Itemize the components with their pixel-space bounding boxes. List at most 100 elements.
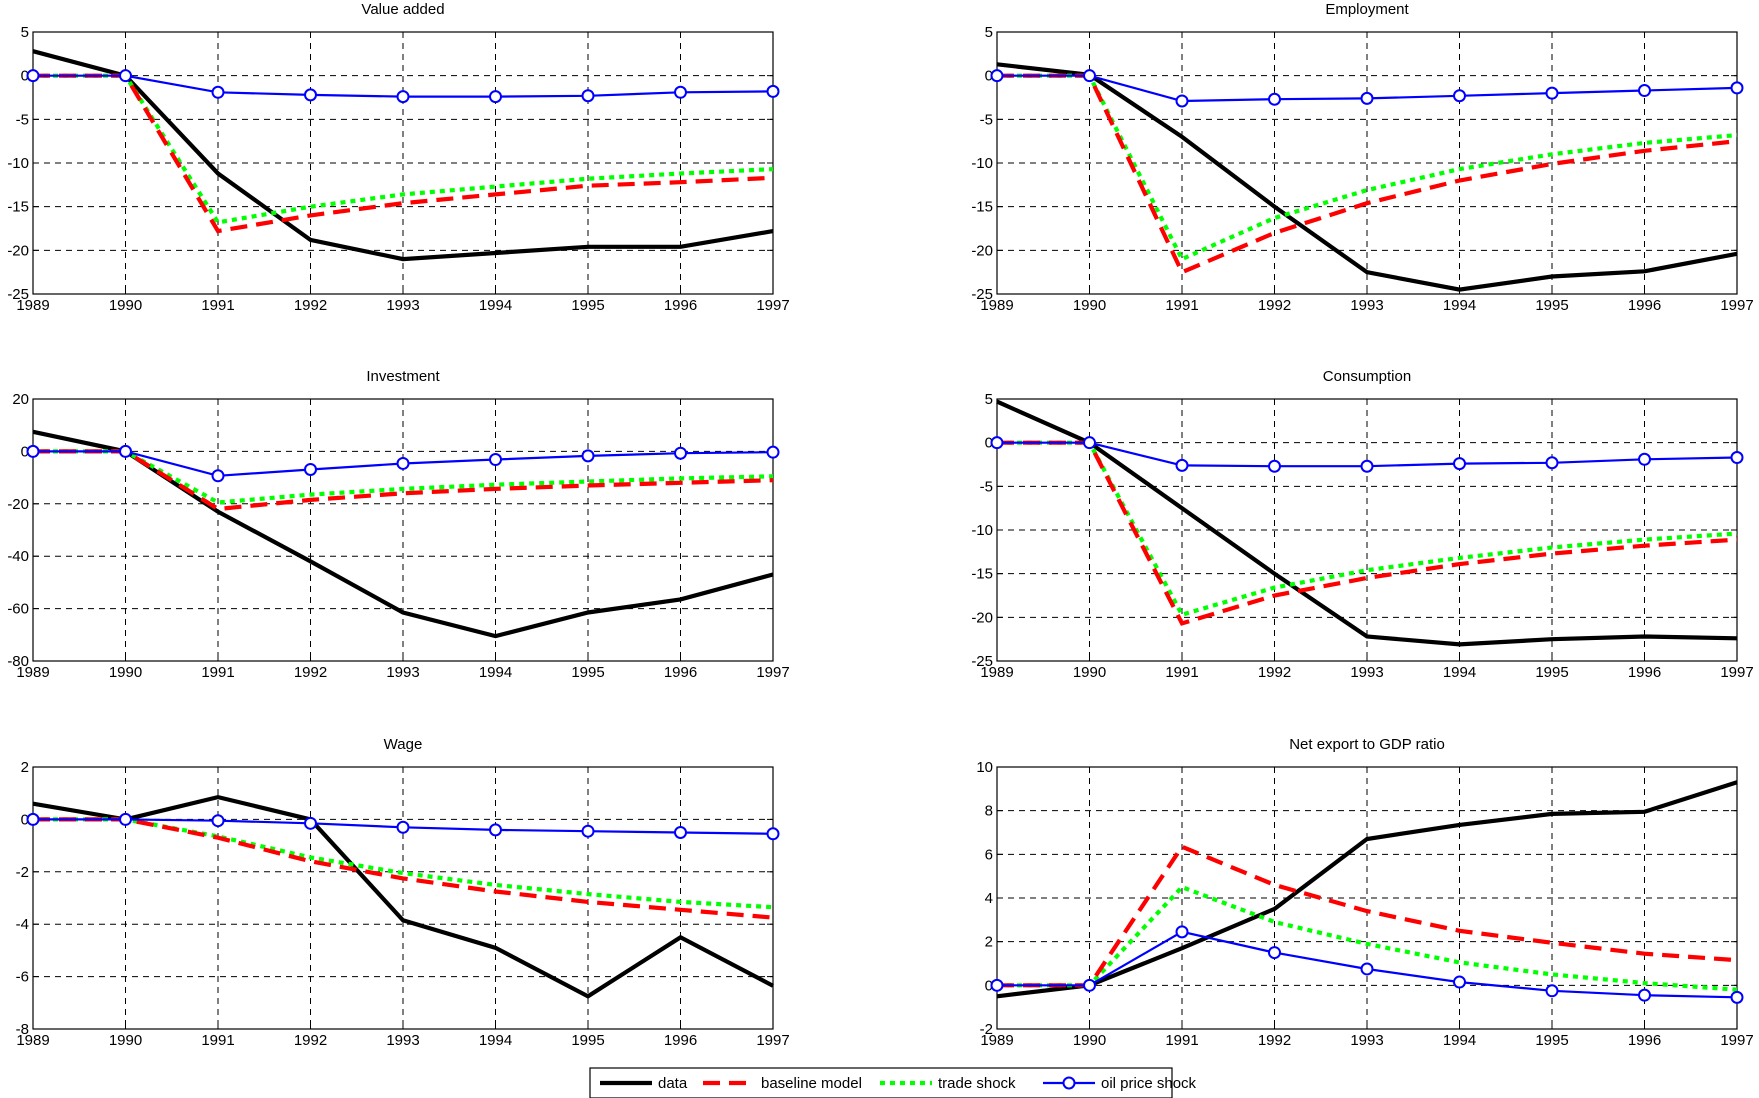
y-tick-label: 0: [21, 68, 29, 85]
series-line-trade-shock: [33, 449, 774, 505]
series-point-oil-price-shock: [211, 85, 225, 99]
series-point-oil-price-shock: [119, 444, 132, 458]
series-line-data: [32, 429, 774, 639]
x-tick-label: 1996: [1628, 664, 1661, 681]
series-point-oil-price-shock: [26, 69, 40, 83]
series-point-oil-price-shock: [1453, 89, 1466, 103]
series-line-baseline-model: [33, 449, 774, 512]
y-tick-label: 0: [985, 977, 993, 994]
series-point-oil-price-shock: [581, 449, 595, 463]
x-tick-label: 1990: [1073, 664, 1106, 681]
panel-6: 1989 1990 1991 1992 1993 1994 1995 1996 1997 10 8 6…: [976, 736, 1753, 1049]
series-point-oil-price-shock: [1453, 975, 1466, 989]
panel-1: 1989 1990 1991 1992 1993 1994 1995 1996 1997 5 0 -5…: [7, 1, 789, 314]
x-tick-label: 1992: [1258, 297, 1291, 314]
series-point-oil-price-shock: [1083, 978, 1096, 992]
y-tick-label: -25: [971, 653, 993, 670]
panel-3: 1989 1990 1991 1992 1993 1994 1995 1996 1997 20 0 -…: [7, 368, 789, 681]
panel-2: 1989 1990 1991 1992 1993 1994 1995 1996 1997 5 0 -5…: [971, 1, 1753, 314]
x-tick-label: 1994: [1443, 297, 1476, 314]
series-point-oil-price-shock: [1360, 962, 1374, 976]
x-tick-label: 1997: [1720, 1032, 1753, 1049]
x-tick-label: 1991: [201, 664, 234, 681]
y-tick-label: -10: [971, 522, 993, 539]
series-point-oil-price-shock: [581, 89, 595, 103]
series-line-data: [996, 62, 1738, 292]
x-tick-label: 1993: [1350, 297, 1383, 314]
series-point-oil-price-shock: [211, 814, 225, 828]
panel-5: 1989 1990 1991 1992 1993 1994 1995 1996 1997 2 0 -2…: [16, 736, 790, 1049]
y-tick-label: -20: [7, 496, 29, 513]
series-line-data: [996, 780, 1738, 999]
panel-title: Consumption: [1323, 368, 1411, 385]
legend-label: trade shock: [938, 1075, 1016, 1092]
x-tick-label: 1993: [386, 1032, 419, 1049]
series-point-oil-price-shock: [1360, 91, 1374, 105]
series-line-baseline-model: [997, 73, 1738, 275]
y-tick-label: -40: [7, 548, 29, 565]
y-tick-label: 0: [985, 435, 993, 452]
x-tick-label: 1995: [1535, 297, 1568, 314]
series-point-oil-price-shock: [1545, 86, 1559, 100]
x-tick-label: 1995: [571, 1032, 604, 1049]
panel-title: Wage: [384, 736, 423, 753]
x-tick-label: 1989: [980, 664, 1013, 681]
series-point-oil-price-shock: [1083, 69, 1096, 83]
y-tick-label: -60: [7, 601, 29, 618]
x-tick-label: 1992: [294, 1032, 327, 1049]
y-tick-label: 6: [985, 846, 993, 863]
series-point-oil-price-shock: [1360, 459, 1374, 473]
y-tick-label: -10: [971, 155, 993, 172]
series-point-oil-price-shock: [304, 816, 317, 830]
series-point-oil-price-shock: [1268, 459, 1281, 473]
x-tick-label: 1992: [1258, 664, 1291, 681]
y-tick-label: -6: [16, 969, 29, 986]
y-tick-label: -10: [7, 155, 29, 172]
y-tick-label: -5: [16, 111, 29, 128]
x-tick-label: 1994: [479, 1032, 512, 1049]
y-tick-label: 0: [21, 443, 29, 460]
series-point-oil-price-shock: [1545, 456, 1559, 470]
x-tick-label: 1990: [109, 664, 142, 681]
series-line-baseline-model: [33, 817, 774, 920]
series-point-oil-price-shock: [581, 824, 595, 838]
y-tick-label: -25: [7, 286, 29, 303]
panel-4: 1989 1990 1991 1992 1993 1994 1995 1996 1997 5 0 -5…: [971, 368, 1753, 681]
y-tick-label: 5: [985, 24, 993, 41]
x-tick-label: 1992: [294, 297, 327, 314]
series-point-oil-price-shock: [1175, 94, 1189, 108]
series-point-oil-price-shock: [1545, 984, 1559, 998]
x-tick-label: 1996: [664, 664, 697, 681]
series-point-oil-price-shock: [1638, 452, 1651, 466]
series-point-oil-price-shock: [1268, 946, 1281, 960]
x-tick-label: 1990: [109, 1032, 142, 1049]
y-tick-label: -15: [971, 566, 993, 583]
series-point-oil-price-shock: [396, 90, 410, 104]
y-tick-label: -20: [7, 242, 29, 259]
x-tick-label: 1991: [201, 297, 234, 314]
legend-label: oil price shock: [1101, 1075, 1197, 1092]
legend-label: data: [658, 1075, 688, 1092]
series-point-oil-price-shock: [1453, 457, 1466, 471]
series-point-oil-price-shock: [1638, 988, 1651, 1002]
x-tick-label: 1990: [1073, 1032, 1106, 1049]
x-tick-label: 1994: [1443, 1032, 1476, 1049]
y-tick-label: -4: [16, 916, 29, 933]
y-tick-label: 5: [21, 24, 29, 41]
series-point-oil-price-shock: [304, 462, 317, 476]
series-point-oil-price-shock: [766, 827, 780, 841]
series-point-oil-price-shock: [1730, 451, 1744, 465]
x-tick-label: 1997: [1720, 664, 1753, 681]
x-tick-label: 1991: [1165, 297, 1198, 314]
panel-title: Employment: [1325, 1, 1409, 18]
x-tick-label: 1993: [386, 297, 419, 314]
series-point-oil-price-shock: [674, 85, 687, 99]
series-line-baseline-model: [33, 73, 774, 234]
x-tick-label: 1989: [980, 1032, 1013, 1049]
y-tick-label: 10: [976, 759, 993, 776]
x-tick-label: 1997: [756, 1032, 789, 1049]
x-tick-label: 1996: [1628, 297, 1661, 314]
y-tick-label: -5: [980, 478, 993, 495]
panel-title: Investment: [366, 368, 440, 385]
series-point-oil-price-shock: [990, 978, 1004, 992]
